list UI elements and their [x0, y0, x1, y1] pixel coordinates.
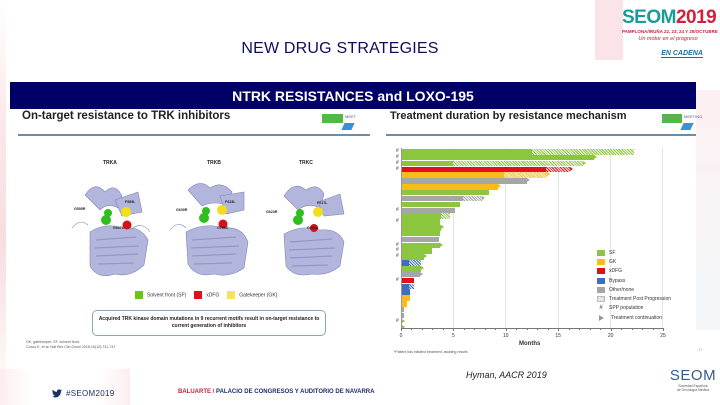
trka-solvent-front-label: G595R — [74, 207, 86, 211]
x-tick-label: 20 — [607, 333, 614, 339]
decorative-right-band — [695, 90, 720, 330]
legend-gatekeeper: Gatekeeper (GK) — [227, 291, 277, 299]
left-heading-divider — [18, 134, 370, 136]
chart-x-axis — [401, 328, 663, 329]
decorative-bottom-band — [0, 369, 130, 405]
trkb-gatekeeper-label: F633L — [225, 200, 236, 204]
source-citation: Hyman, AACR 2019 — [466, 370, 547, 380]
legend-item-gk: GK — [597, 257, 671, 266]
section-banner: NTRK RESISTANCES and LOXO-195 — [10, 82, 696, 109]
logo-tagline-2: EN CADENA — [661, 50, 703, 58]
logo-brand-seom: SEOM — [622, 7, 676, 28]
legend-item-post-progression: Treatment Post Progression — [597, 294, 671, 303]
trkc-solvent-front-label: G623R — [266, 210, 278, 214]
spp-marker: # — [396, 206, 399, 213]
decorative-left-stripe — [0, 0, 6, 405]
left-panel-references: GK, gatekeeper; SF, solvent front. Cocco… — [26, 340, 116, 349]
spp-marker: # — [396, 165, 399, 172]
legend-swatch-green — [135, 291, 143, 299]
chart-legend: SF GK xDFG Bypass Other/none Treatment P… — [597, 248, 671, 322]
spp-marker: # — [396, 148, 399, 154]
mutation-legend: Solvent front (SF) xDFG Gatekeeper (GK) — [135, 291, 277, 299]
trkc-structure-image — [283, 185, 345, 276]
legend-item-spp: # SPP population — [597, 304, 671, 313]
trka-gatekeeper-label: F589L — [125, 200, 136, 204]
legend-swatch-red — [194, 291, 203, 299]
spp-marker: # — [396, 241, 399, 248]
logo-tagline: Un motor en el progreso — [638, 36, 698, 42]
spp-marker: # — [396, 276, 399, 283]
trkb-structure-image — [169, 183, 249, 276]
decorative-top-pink-block — [595, 0, 623, 60]
legend-item-continuation: Treatment continuation — [597, 313, 671, 322]
trkc-xdfg-label: G696A — [307, 226, 319, 230]
x-tick-label: 10 — [503, 333, 509, 339]
legend-solvent-front: Solvent front (SF) — [135, 291, 186, 299]
trka-structure-image — [71, 186, 151, 277]
hatch-pattern-icon — [597, 296, 605, 303]
arrow-right-icon — [599, 314, 604, 321]
x-tick-label: 25 — [660, 333, 666, 339]
structure-title-trka: TRKA — [103, 160, 117, 166]
trkb-xdfg-label: G709C — [217, 226, 229, 230]
legend-swatch-yellow — [227, 291, 236, 299]
logo-dates: PAMPLONA/IRUÑA 22, 23, 24 Y 25/OCTUBRE — [622, 29, 718, 34]
hashtag-text: #SEOM2019 — [66, 389, 115, 398]
spp-marker: # — [396, 153, 399, 160]
chart-x-axis-label: Months — [519, 341, 541, 347]
chart-footnote: *Patient has initiated treatment, awaiti… — [394, 350, 468, 354]
structure-title-trkc: TRKC — [299, 160, 313, 166]
seom-society-logo: SEOM Sociedad Española de Oncología Médi… — [669, 367, 717, 393]
left-panel-heading: On-target resistance to TRK inhibitors — [22, 110, 231, 122]
hash-icon: # — [599, 305, 603, 312]
trkb-solvent-front-label: G639R — [176, 208, 188, 212]
page-title: NEW DRUG STRATEGIES — [241, 40, 439, 57]
trka-xdfg-label: G667C — [113, 226, 125, 230]
spp-marker: # — [396, 253, 399, 260]
spp-marker: # — [396, 317, 399, 324]
seom2019-logo: SEOM2019 PAMPLONA/IRUÑA 22, 23, 24 Y 25/… — [622, 7, 718, 60]
trkc-gatekeeper-label: F617L — [317, 201, 328, 205]
legend-xdfg: xDFG — [194, 291, 219, 299]
structure-title-trkb: TRKB — [207, 160, 221, 166]
spp-marker: # — [396, 218, 399, 225]
x-tick-label: 0 — [399, 333, 403, 339]
legend-item-sf: SF — [597, 248, 671, 257]
meeting-logo-left: MEET — [322, 114, 360, 130]
key-message-callout: Acquired TRK kinase domain mutations in … — [92, 310, 326, 336]
twitter-bird-icon — [52, 389, 62, 398]
spp-marker: # — [396, 247, 399, 254]
treatment-duration-chart: # # # # # # # # # # # 0 5 10 15 20 25 Months — [396, 148, 666, 347]
x-tick-label: 15 — [555, 333, 561, 339]
venue-name: BALUARTE / PALACIO DE CONGRESOS Y AUDITO… — [178, 389, 375, 395]
chart-y-axis — [401, 148, 402, 329]
twitter-hashtag[interactable]: #SEOM2019 — [52, 389, 115, 398]
legend-item-other: Other/none — [597, 285, 671, 294]
right-panel-heading: Treatment duration by resistance mechani… — [390, 110, 627, 122]
page-number: 17 — [698, 347, 703, 352]
logo-brand-year: 2019 — [675, 7, 717, 28]
meeting-logo-right: MEETING — [662, 114, 702, 130]
x-tick-label: 5 — [452, 333, 455, 339]
spp-marker: # — [396, 159, 399, 166]
right-heading-divider — [386, 134, 696, 136]
legend-item-xdfg: xDFG — [597, 267, 671, 276]
legend-item-bypass: Bypass — [597, 276, 671, 285]
